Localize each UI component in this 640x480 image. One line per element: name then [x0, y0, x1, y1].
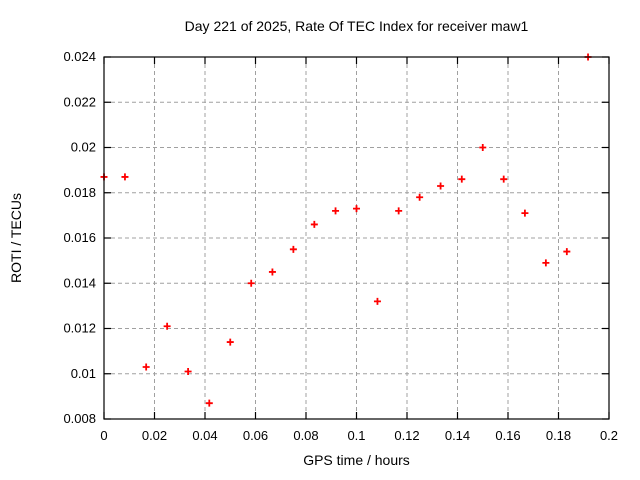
x-tick-label: 0.08 — [293, 428, 318, 443]
data-point-marker — [268, 268, 276, 276]
data-point-marker — [247, 279, 255, 287]
data-point-marker — [310, 220, 318, 228]
data-point-marker — [479, 144, 487, 151]
data-point-marker — [184, 367, 192, 375]
data-point-marker — [416, 193, 424, 201]
y-tick-label: 0.024 — [63, 49, 96, 64]
x-tick-label: 0.14 — [445, 428, 470, 443]
data-point-marker — [458, 175, 466, 183]
data-point-marker — [500, 175, 508, 183]
data-point-marker — [437, 182, 445, 190]
y-tick-label: 0.014 — [63, 275, 96, 290]
y-tick-label: 0.022 — [63, 94, 96, 109]
data-point-marker — [521, 209, 529, 217]
data-point-marker — [395, 207, 403, 215]
data-point-marker — [142, 363, 150, 371]
data-point-marker — [121, 173, 129, 181]
y-tick-label: 0.012 — [63, 321, 96, 336]
y-tick-label: 0.016 — [63, 230, 96, 245]
x-tick-label: 0.04 — [192, 428, 217, 443]
data-point-marker — [332, 207, 340, 215]
y-tick-label: 0.008 — [63, 411, 96, 426]
data-point-marker — [373, 297, 381, 305]
x-tick-label: 0.02 — [142, 428, 167, 443]
x-tick-label: 0 — [100, 428, 107, 443]
data-point-marker — [563, 248, 571, 256]
x-tick-label: 0.1 — [347, 428, 365, 443]
x-tick-label: 0.12 — [394, 428, 419, 443]
data-point-marker — [205, 399, 213, 407]
x-tick-label: 0.2 — [600, 428, 618, 443]
data-point-marker — [226, 338, 234, 346]
y-tick-label: 0.01 — [71, 366, 96, 381]
y-tick-label: 0.02 — [71, 140, 96, 155]
data-point-marker — [289, 245, 297, 253]
x-axis-label: GPS time / hours — [303, 452, 410, 468]
chart-title: Day 221 of 2025, Rate Of TEC Index for r… — [184, 18, 529, 34]
data-point-marker — [163, 322, 171, 330]
data-point-marker — [353, 205, 360, 213]
x-tick-label: 0.18 — [546, 428, 571, 443]
x-tick-label: 0.06 — [243, 428, 268, 443]
x-tick-label: 0.16 — [495, 428, 520, 443]
y-tick-label: 0.018 — [63, 185, 96, 200]
data-point-marker — [542, 259, 550, 267]
